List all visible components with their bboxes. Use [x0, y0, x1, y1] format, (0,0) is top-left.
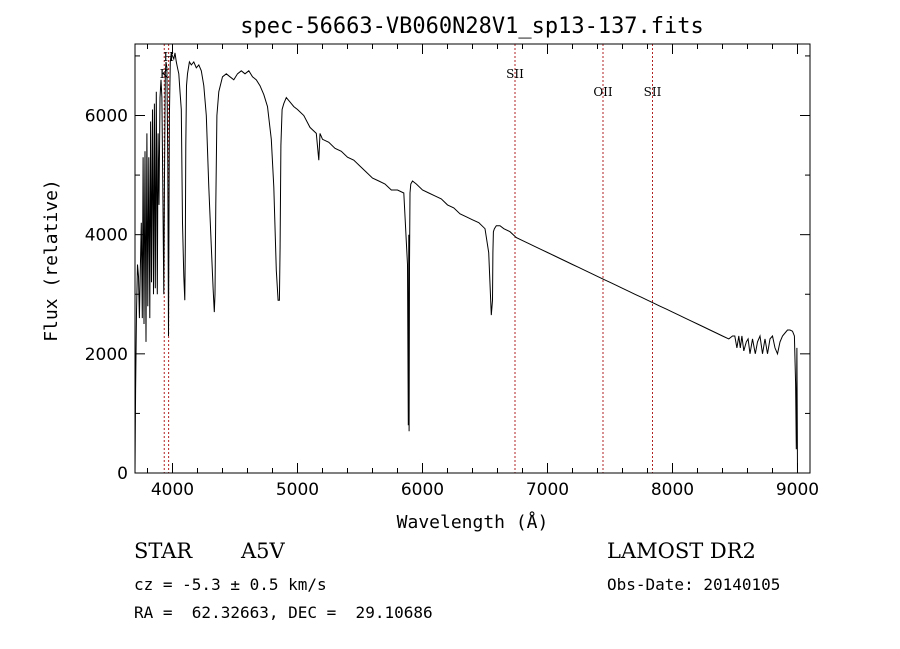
coordinates-readout: RA = 62.32663, DEC = 29.10686 [134, 603, 433, 622]
series-spectrum [134, 52, 798, 474]
y-tick-label: 4000 [85, 226, 128, 246]
x-tick-label: 7000 [526, 480, 569, 500]
line-markers: KH SII OII SII [160, 44, 662, 473]
plot-frame [134, 43, 811, 474]
marker-label-h: H [163, 50, 173, 64]
obs-date: Obs-Date: 20140105 [607, 575, 781, 594]
object-type: STAR [134, 539, 193, 563]
x-tick-label: 9000 [776, 480, 819, 500]
x-tick-label: 5000 [276, 480, 319, 500]
y-tick-label: 2000 [85, 345, 128, 365]
y-tick-label: 0 [117, 464, 128, 484]
spectral-class: A5V [241, 539, 285, 563]
x-tick-label: 6000 [401, 480, 444, 500]
marker-label-sii: SII [506, 67, 524, 81]
chart-title: spec-56663-VB060N28V1_sp13-137.fits [240, 14, 704, 39]
x-axis-title: Wavelength (Å) [397, 511, 549, 533]
axis-ticks: 4000 5000 6000 7000 8000 9000 0 2000 4000 6000 [85, 44, 819, 500]
x-tick-label: 4000 [151, 480, 194, 500]
redshift-readout: cz = -5.3 ± 0.5 km/s [134, 575, 327, 594]
series-layer [134, 52, 798, 474]
survey-name: LAMOST DR2 [607, 539, 756, 563]
marker-label-k: K [160, 67, 170, 81]
x-tick-label: 8000 [651, 480, 694, 500]
marker-label-sii: SII [644, 85, 662, 99]
y-tick-label: 6000 [85, 107, 128, 127]
y-axis-title: Flux (relative) [41, 179, 62, 342]
marker-label-oii: OII [593, 85, 613, 99]
